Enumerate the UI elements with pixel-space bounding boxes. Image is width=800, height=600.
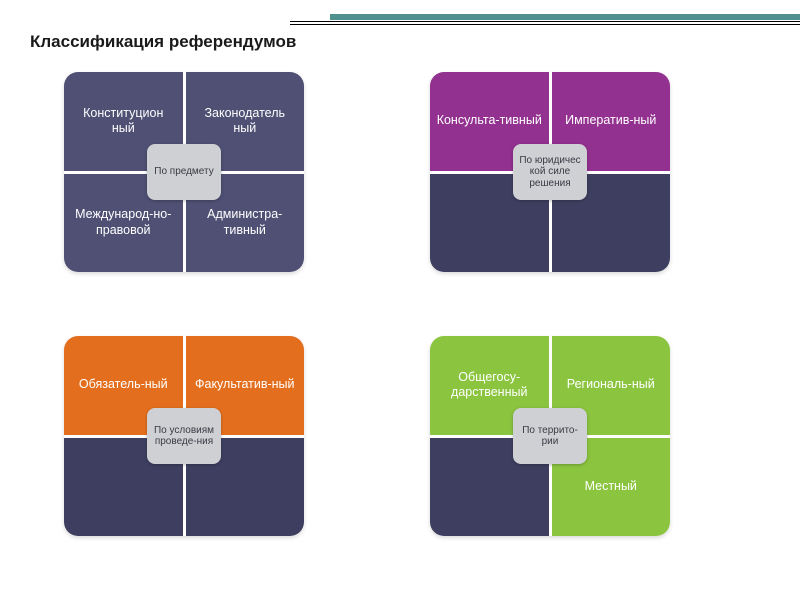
matrix-by-territory: Общегосу-дарственный Региональ-ный Местн… [430,336,670,536]
matrix-by-conditions: Обязатель-ный Факультатив-ный По условия… [64,336,304,536]
page-title: Классификация референдумов [30,32,296,52]
header-rule [290,14,800,26]
center-label: По террито-рии [513,408,587,464]
center-label: По предмету [147,144,221,200]
matrix-by-subject: Конституцион ный Законодатель ный Междун… [64,72,304,272]
center-label: По юридичес кой силе решения [513,144,587,200]
center-label: По условиям проведе-ния [147,408,221,464]
matrix-by-legal-force: Консульта-тивный Императив-ный По юридич… [430,72,670,272]
